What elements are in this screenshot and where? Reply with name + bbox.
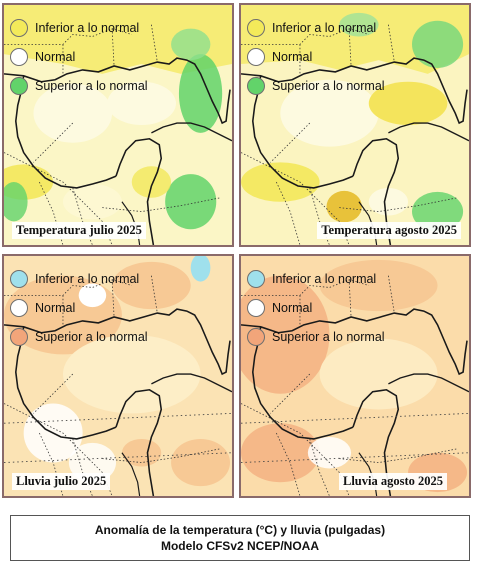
normal-swatch-icon <box>10 47 28 66</box>
rain-july-map <box>4 256 232 496</box>
below-normal-swatch-icon <box>247 18 265 37</box>
legend-label: Inferior a lo normal <box>272 20 377 35</box>
legend-item-normal: Normal <box>10 42 148 71</box>
legend-label: Normal <box>35 49 76 64</box>
legend-item-above: Superior a lo normal <box>247 322 385 351</box>
normal-swatch-icon <box>247 47 265 66</box>
rain-july-legend: Inferior a lo normal Normal Superior a l… <box>10 264 148 351</box>
legend-label: Superior a lo normal <box>35 78 148 93</box>
legend-label: Superior a lo normal <box>35 329 148 344</box>
legend-label: Inferior a lo normal <box>272 271 377 286</box>
rain-august-legend: Inferior a lo normal Normal Superior a l… <box>247 264 385 351</box>
below-normal-swatch-icon <box>10 269 28 288</box>
legend-item-above: Superior a lo normal <box>247 71 385 100</box>
normal-swatch-icon <box>247 298 265 317</box>
below-normal-swatch-icon <box>247 269 265 288</box>
temp-august-map <box>241 5 469 245</box>
legend-item-normal: Normal <box>10 293 148 322</box>
caption-line-1: Anomalía de la temperatura (°C) y lluvia… <box>94 523 386 537</box>
legend-label: Inferior a lo normal <box>35 271 140 286</box>
temp-july-legend: Inferior a lo normal Normal Superior a l… <box>10 13 148 100</box>
legend-label: Normal <box>272 49 313 64</box>
legend-label: Superior a lo normal <box>272 78 385 93</box>
rain-august-map <box>241 256 469 496</box>
legend-item-normal: Normal <box>247 42 385 71</box>
above-normal-swatch-icon <box>10 76 28 95</box>
legend-item-above: Superior a lo normal <box>10 71 148 100</box>
legend-label: Inferior a lo normal <box>35 20 140 35</box>
legend-label: Superior a lo normal <box>272 329 385 344</box>
map-panel-rain-august: Inferior a lo normal Normal Superior a l… <box>239 254 471 498</box>
legend-item-below: Inferior a lo normal <box>247 264 385 293</box>
legend-label: Normal <box>35 300 76 315</box>
map-panel-rain-july: Inferior a lo normal Normal Superior a l… <box>2 254 234 498</box>
legend-item-normal: Normal <box>247 293 385 322</box>
legend-item-below: Inferior a lo normal <box>10 264 148 293</box>
temp-august-legend: Inferior a lo normal Normal Superior a l… <box>247 13 385 100</box>
caption-line-2: Modelo CFSv2 NCEP/NOAA <box>160 539 319 553</box>
above-normal-swatch-icon <box>247 76 265 95</box>
above-normal-swatch-icon <box>10 327 28 346</box>
legend-item-below: Inferior a lo normal <box>247 13 385 42</box>
map-caption: Temperatura agosto 2025 <box>317 222 461 239</box>
below-normal-swatch-icon <box>10 18 28 37</box>
legend-item-above: Superior a lo normal <box>10 322 148 351</box>
map-caption: Temperatura julio 2025 <box>12 222 146 239</box>
map-panel-temp-july: Inferior a lo normal Normal Superior a l… <box>2 3 234 247</box>
figure-caption-box: Anomalía de la temperatura (°C) y lluvia… <box>10 515 470 561</box>
above-normal-swatch-icon <box>247 327 265 346</box>
normal-swatch-icon <box>10 298 28 317</box>
temp-july-map <box>4 5 232 245</box>
legend-label: Normal <box>272 300 313 315</box>
legend-item-below: Inferior a lo normal <box>10 13 148 42</box>
map-caption: Lluvia julio 2025 <box>12 473 111 490</box>
map-panel-temp-august: Inferior a lo normal Normal Superior a l… <box>239 3 471 247</box>
map-caption: Lluvia agosto 2025 <box>338 473 447 490</box>
